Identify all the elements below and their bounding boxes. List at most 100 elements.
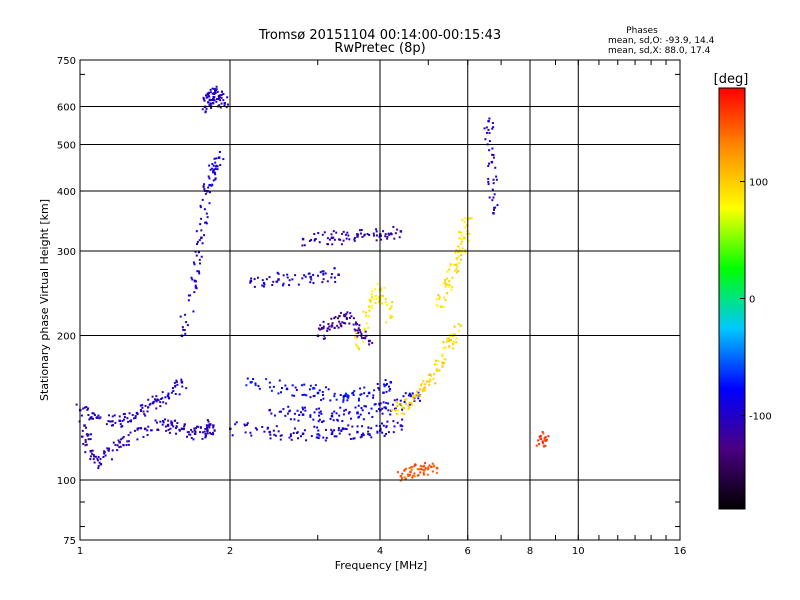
- data-point-fill: [396, 404, 399, 407]
- data-point-fill: [339, 394, 342, 397]
- data-point-fill: [452, 263, 455, 266]
- data-point-fill: [194, 286, 197, 289]
- data-point-fill: [353, 239, 356, 242]
- data-point-fill: [388, 308, 391, 311]
- data-point-fill: [414, 394, 417, 397]
- data-point-fill: [357, 397, 360, 400]
- data-point: [435, 466, 439, 470]
- data-point-fill: [313, 232, 316, 235]
- data-point-fill: [309, 414, 312, 417]
- data-point: [277, 278, 280, 281]
- data-point-fill: [161, 423, 164, 426]
- data-point-fill: [340, 429, 343, 432]
- y-tick-label: 400: [57, 187, 76, 198]
- data-point-fill: [176, 383, 179, 386]
- chart-title: Tromsø 20151104 00:14:00-00:15:43: [258, 28, 501, 43]
- data-point-fill: [250, 434, 253, 437]
- data-point-fill: [495, 175, 498, 178]
- data-point-fill: [451, 276, 454, 279]
- data-point-fill: [181, 326, 184, 329]
- data-point-fill: [327, 388, 330, 391]
- data-point-fill: [461, 218, 464, 221]
- data-point-fill: [199, 206, 202, 209]
- data-point-fill: [383, 286, 386, 289]
- data-point-fill: [203, 234, 206, 237]
- data-point-fill: [202, 96, 205, 99]
- data-point-fill: [320, 326, 323, 329]
- data-point-fill: [401, 408, 404, 411]
- data-point-fill: [324, 386, 327, 389]
- data-point-fill: [445, 283, 448, 286]
- data-point-fill: [354, 406, 357, 409]
- data-point-fill: [425, 380, 428, 383]
- data-point-fill: [213, 429, 216, 432]
- data-point-fill: [201, 242, 204, 245]
- data-point-fill: [192, 438, 195, 441]
- data-point-fill: [340, 243, 343, 246]
- colorbar-label: [deg]: [714, 72, 749, 87]
- data-point-fill: [340, 325, 343, 328]
- data-point-fill: [433, 373, 436, 376]
- data-point-fill: [291, 394, 294, 397]
- data-point-fill: [449, 263, 452, 266]
- data-point-fill: [263, 283, 266, 286]
- data-point-fill: [374, 288, 377, 291]
- data-point-fill: [338, 432, 341, 435]
- data-point-fill: [321, 270, 324, 273]
- data-point-fill: [206, 216, 209, 219]
- data-point-fill: [410, 468, 413, 471]
- data-point-fill: [428, 380, 431, 383]
- data-point-fill: [181, 385, 184, 388]
- data-point-fill: [257, 384, 260, 387]
- data-point-fill: [182, 428, 185, 431]
- data-point-fill: [362, 432, 365, 435]
- data-point-fill: [313, 394, 316, 397]
- data-point-fill: [313, 387, 316, 390]
- data-point-fill: [359, 436, 362, 439]
- data-point-fill: [282, 408, 285, 411]
- data-point-fill: [294, 274, 297, 277]
- data-point-fill: [303, 274, 306, 277]
- data-point-fill: [318, 241, 321, 244]
- data-point-fill: [263, 430, 266, 433]
- data-point-fill: [369, 300, 372, 303]
- data-point-fill: [147, 406, 150, 409]
- data-point-fill: [464, 251, 467, 254]
- data-point-fill: [212, 102, 215, 105]
- data-point-fill: [217, 94, 220, 97]
- data-point-fill: [199, 431, 202, 434]
- data-point-fill: [424, 389, 427, 392]
- data-point-fill: [214, 90, 217, 93]
- data-point: [367, 391, 371, 395]
- data-point-fill: [446, 270, 449, 273]
- data-point-fill: [297, 437, 300, 440]
- data-point-fill: [97, 467, 100, 470]
- data-point-fill: [398, 236, 401, 239]
- data-point-fill: [373, 389, 376, 392]
- data-point-fill: [460, 254, 463, 257]
- data-point-fill: [98, 461, 101, 464]
- data-point-fill: [390, 233, 393, 236]
- data-point-fill: [286, 273, 289, 276]
- data-point-fill: [280, 391, 283, 394]
- data-point-fill: [261, 284, 264, 287]
- data-point-fill: [355, 337, 358, 340]
- data-point-fill: [120, 438, 123, 441]
- data-point: [95, 416, 99, 419]
- data-point: [249, 279, 253, 283]
- data-point-fill: [368, 298, 371, 301]
- data-point-fill: [89, 455, 92, 458]
- data-point-fill: [268, 381, 271, 384]
- data-point-fill: [244, 431, 247, 434]
- data-point-fill: [317, 429, 320, 432]
- data-point-fill: [488, 140, 491, 143]
- data-point-fill: [370, 407, 373, 410]
- data-point-fill: [204, 436, 207, 439]
- data-point-fill: [214, 161, 217, 164]
- data-point-fill: [454, 251, 457, 254]
- data-point-fill: [250, 277, 253, 280]
- data-point-fill: [226, 103, 229, 106]
- data-point-fill: [157, 429, 160, 432]
- data-point-fill: [357, 327, 360, 330]
- data-point-fill: [455, 341, 458, 344]
